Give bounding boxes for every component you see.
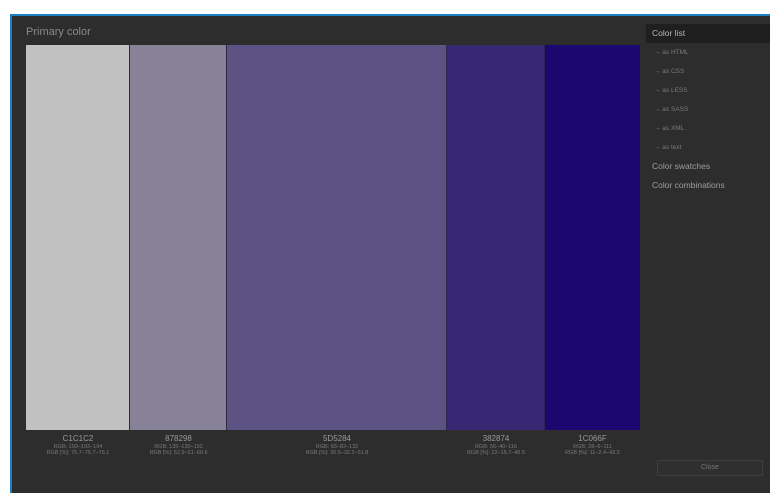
swatch-labels: C1C1C2 RGB: 193–193–194 RGB [%]: 75.7–75.7… [26, 434, 640, 457]
swatch-hex: 878298 [165, 434, 192, 443]
swatch-rgb: RGB: 56–40–116 [474, 443, 518, 450]
swatch-label: 878298 RGB: 135–130–152 RGB [%]: 52.9–51–6… [130, 434, 227, 457]
sidebar-item-as-sass[interactable]: → as SASS [654, 106, 689, 113]
color-swatch [447, 45, 545, 430]
swatch-rgb-percent: RGB [%]: 36.5–32.2–51.8 [305, 450, 369, 457]
color-swatch [227, 45, 447, 430]
sidebar-item-as-less[interactable]: → as LESS [654, 87, 688, 94]
swatch-hex: 5D5284 [322, 434, 352, 443]
dialog-title: Primary color [26, 26, 91, 38]
swatch-rgb: RGB: 93–82–132 [315, 443, 359, 450]
swatch-rgb: RGB: 28–6–111 [573, 443, 612, 450]
color-swatch [545, 45, 640, 430]
swatch-area [26, 45, 640, 430]
swatch-label: C1C1C2 RGB: 193–193–194 RGB [%]: 75.7–75.7… [26, 434, 130, 457]
close-button[interactable]: Close [657, 460, 763, 476]
swatch-rgb-percent: RGB [%]: 22–15.7–45.5 [466, 450, 526, 457]
sidebar-item-as-css[interactable]: → as CSS [654, 68, 685, 75]
sidebar: Color list → as HTML → as CSS → as LESS … [646, 24, 770, 195]
swatch-rgb-percent: RGB [%]: 75.7–75.7–76.1 [46, 450, 110, 457]
sidebar-item-color-swatches[interactable]: Color swatches [652, 161, 711, 171]
sidebar-item-as-xml[interactable]: → as XML [654, 125, 685, 132]
sidebar-item-as-text[interactable]: → as text [654, 144, 682, 151]
sidebar-item-as-html[interactable]: → as HTML [654, 49, 689, 56]
sidebar-item-color-combinations[interactable]: Color combinations [652, 180, 725, 190]
swatch-label: 382874 RGB: 56–40–116 RGB [%]: 22–15.7–45.… [447, 434, 545, 457]
swatch-rgb-percent: RGB [%]: 11–2.4–43.5 [565, 450, 620, 457]
swatch-hex: 382874 [482, 434, 510, 443]
swatch-label: 5D5284 RGB: 93–82–132 RGB [%]: 36.5–32.2–5… [227, 434, 447, 457]
swatch-rgb: RGB: 193–193–194 [53, 443, 103, 450]
swatch-hex: C1C1C2 [62, 434, 94, 443]
swatch-rgb-percent: RGB [%]: 52.9–51–60.6 [149, 450, 208, 457]
color-swatch [26, 45, 130, 430]
color-swatch [130, 45, 227, 430]
swatch-rgb: RGB: 135–130–152 [154, 443, 203, 450]
swatch-label: 1C066F RGB: 28–6–111 RGB [%]: 11–2.4–43.5 [545, 434, 640, 457]
sidebar-item-color-list[interactable]: Color list [646, 24, 770, 43]
color-dialog-window: Primary color C1C1C2 RGB: 193–193–194 RGB … [10, 14, 770, 493]
swatch-hex: 1C066F [578, 434, 607, 443]
